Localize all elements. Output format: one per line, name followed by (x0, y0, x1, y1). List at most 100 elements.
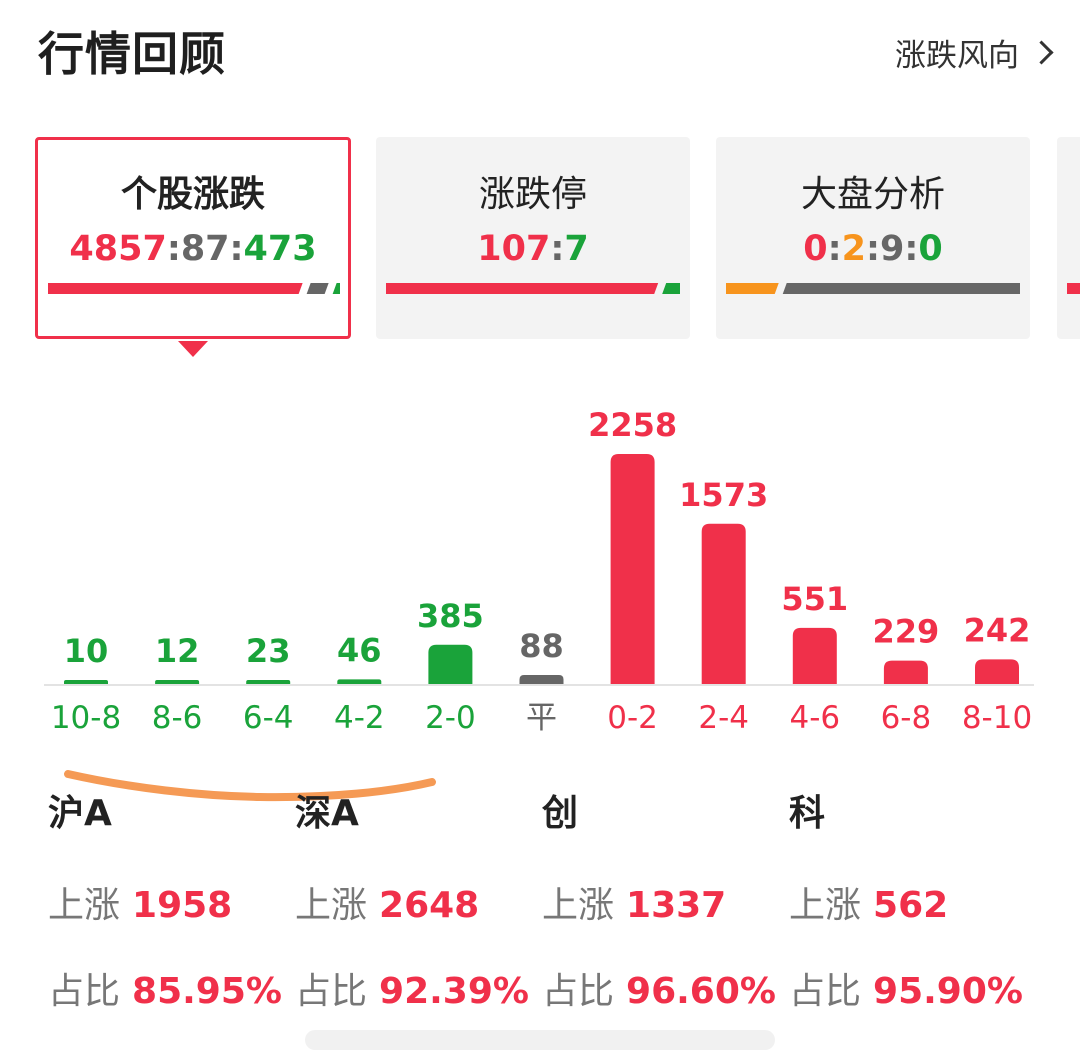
ratio-value: 96.60% (626, 971, 776, 1012)
up-label: 上涨 (542, 885, 615, 926)
ratio-value: 95.90% (873, 971, 1023, 1012)
ratio-segment: 0 (803, 229, 828, 269)
ratio-segment: 0 (918, 229, 943, 269)
chart-value-label: 242 (964, 611, 1031, 649)
chart-category-label: 2-0 (425, 700, 476, 736)
page-title: 行情回顾 (38, 27, 226, 81)
up-ratio-kc: 占比 95.90% (789, 962, 1023, 1014)
chart-bar (246, 680, 291, 684)
ratio-label: 占比 (789, 971, 862, 1012)
chart-category-label: 4-2 (334, 700, 385, 736)
chart-category-label: 8-6 (152, 700, 203, 736)
market-name-sz: 深A (295, 793, 359, 834)
chart-value-label: 46 (337, 631, 382, 669)
ratio-bar-segment (386, 283, 659, 294)
ratio-bar-segment (662, 283, 680, 294)
up-value: 562 (873, 885, 949, 926)
up-ratio-cy: 占比 96.60% (542, 962, 776, 1014)
chart-value-label: 12 (155, 632, 200, 670)
chart-value-label: 23 (246, 632, 291, 670)
ratio-bar-segment (782, 283, 1020, 294)
up-count-sh: 上涨 1958 (48, 876, 232, 928)
ratio-segment: 4857 (69, 229, 167, 269)
up-label: 上涨 (48, 885, 121, 926)
chart-bar (155, 680, 200, 684)
chart-category-label: 10-8 (51, 700, 121, 736)
chart-bar (975, 659, 1019, 684)
chart-bar (610, 454, 655, 684)
ratio-bar-segment (306, 283, 329, 294)
card-market-analysis[interactable]: 大盘分析 0:2:9:0 (716, 137, 1030, 339)
ratio-segment: 473 (243, 229, 317, 269)
ratio-separator: : (166, 229, 181, 269)
market-name-cy: 创 (542, 793, 579, 834)
trend-link-label: 涨跌风向 (895, 38, 1019, 74)
chart-bar (519, 675, 564, 684)
chart-value-label: 551 (781, 580, 848, 618)
chart-bar (792, 627, 837, 684)
up-count-kc: 上涨 562 (789, 876, 948, 928)
ratio-bar-segment (332, 283, 340, 294)
chart-bar (883, 660, 928, 684)
change-distribution-chart: 10 10-8 12 8-6 23 6-4 46 4-2 385 2-0 88 平 2258 0-2 157… (44, 406, 1034, 736)
card-limit-updown[interactable]: 涨跌停 107:7 (376, 137, 690, 339)
trend-link[interactable]: 涨跌风向 (895, 30, 1054, 75)
ratio-segment: 2 (841, 229, 866, 269)
ratio-segment: 9 (880, 229, 905, 269)
chart-value-label: 88 (519, 627, 564, 665)
up-value: 1337 (626, 885, 727, 926)
card-title: 个股涨跌 (120, 174, 265, 215)
card-ratio: 0:2:9:0 (716, 229, 1030, 269)
chart-value-label: 229 (873, 613, 940, 651)
ratio-bar-segment (726, 283, 779, 294)
card-ratio-bar (386, 283, 680, 294)
chart-category-label: 4-6 (789, 700, 840, 736)
up-count-cy: 上涨 1337 (542, 876, 726, 928)
card-ratio-bar (48, 283, 340, 294)
market-name-sh: 沪A (48, 793, 112, 834)
chart-category-label: 2-4 (698, 700, 749, 736)
card-title: 涨跌停 (478, 174, 587, 215)
ratio-segment: 87 (180, 229, 230, 269)
card-ratio: 4857:87:473 (38, 229, 348, 269)
card-title: 大盘分析 (800, 174, 945, 215)
up-value: 2648 (379, 885, 480, 926)
active-card-pointer (178, 341, 208, 357)
card-ratio: 107:7 (376, 229, 690, 269)
ratio-value: 92.39% (379, 971, 529, 1012)
up-label: 上涨 (295, 885, 368, 926)
chart-bar (701, 523, 746, 684)
ratio-segment: 107 (477, 229, 551, 269)
chart-value-label: 2258 (588, 406, 677, 444)
up-count-sz: 上涨 2648 (295, 876, 479, 928)
ratio-separator: : (550, 229, 565, 269)
chart-bar (337, 679, 382, 684)
market-name-kc: 科 (789, 793, 826, 834)
ratio-separator: : (229, 229, 244, 269)
chart-category-label: 6-8 (881, 700, 932, 736)
card-partial-next[interactable] (1057, 137, 1080, 339)
ratio-label: 占比 (48, 971, 121, 1012)
ratio-bar-segment (48, 283, 303, 294)
chart-value-label: 10 (64, 632, 109, 670)
card-ratio-bar (1067, 283, 1080, 294)
ratio-separator: : (827, 229, 842, 269)
chevron-right-icon (1029, 40, 1054, 65)
up-ratio-sz: 占比 92.39% (295, 962, 529, 1014)
up-ratio-sh: 占比 85.95% (48, 962, 282, 1014)
chart-value-label: 385 (417, 597, 484, 635)
bottom-tab-strip[interactable] (305, 1030, 775, 1050)
ratio-separator: : (904, 229, 919, 269)
card-ratio-bar (726, 283, 1020, 294)
chart-bar (428, 644, 473, 684)
ratio-separator: : (866, 229, 880, 269)
chart-category-label: 8-10 (962, 700, 1032, 736)
up-value: 1958 (132, 885, 233, 926)
ratio-label: 占比 (295, 971, 368, 1012)
chart-category-label: 6-4 (243, 700, 294, 736)
chart-value-label: 1573 (679, 476, 768, 514)
ratio-value: 85.95% (132, 971, 282, 1012)
ratio-segment: 7 (564, 229, 589, 269)
chart-bar (64, 680, 108, 684)
card-stock-updown[interactable]: 个股涨跌 4857:87:473 (35, 137, 351, 339)
